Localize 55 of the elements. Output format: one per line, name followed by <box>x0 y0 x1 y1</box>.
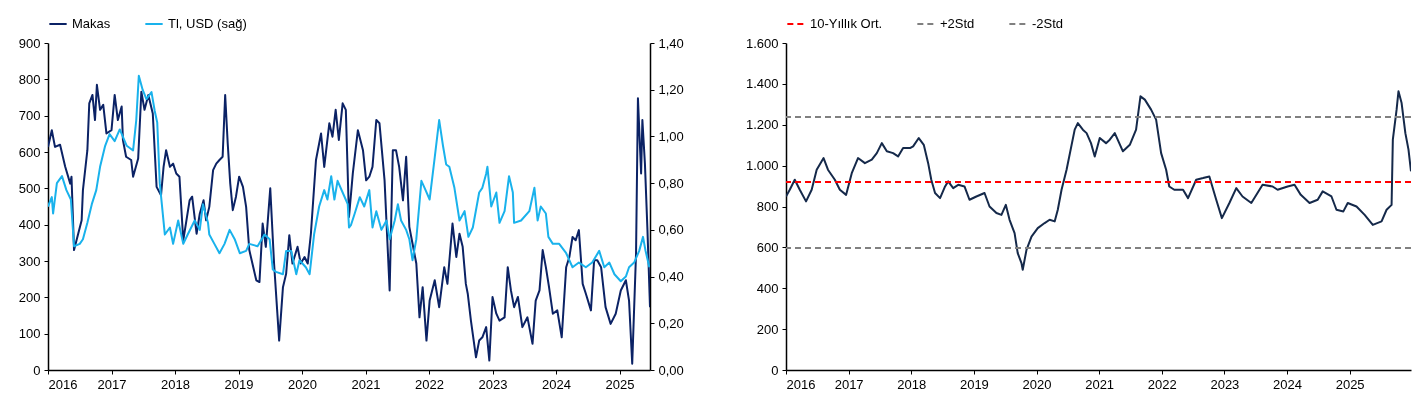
y2-tick-label: 0,40 <box>658 269 684 285</box>
y-tick-label: 700 <box>18 108 41 124</box>
legend-label: Makas <box>72 16 111 31</box>
x-tick-label: 2019 <box>959 376 989 392</box>
x-tick-label: 2025 <box>605 376 635 392</box>
x-tick-label: 2016 <box>786 376 816 392</box>
y-tick-label: 1.200 <box>745 117 779 133</box>
x-tick-label: 2024 <box>1273 376 1302 392</box>
x-tick-label: 2018 <box>897 376 927 392</box>
x-tick-label: 2025 <box>1335 376 1365 392</box>
y-tick-label: 200 <box>18 289 41 305</box>
y-tick-label: 900 <box>18 35 41 51</box>
y-tick-label: 400 <box>756 280 779 296</box>
y-tick-label: 0 <box>771 362 779 378</box>
y-tick-label: 800 <box>756 199 779 214</box>
y-tick-label: 1.400 <box>745 76 779 92</box>
legend-label: 10-Yıllık Ort. <box>810 16 883 31</box>
x-tick-label: 2021 <box>351 376 381 392</box>
x-tick-label: 2022 <box>1147 376 1177 392</box>
y-tick-label: 600 <box>18 144 41 160</box>
y2-tick-label: 1,20 <box>658 82 684 98</box>
legend-label: Tl, USD (sağ) <box>168 16 247 31</box>
y-tick-label: 300 <box>18 253 41 269</box>
y-tick-label: 1.000 <box>745 158 779 174</box>
x-tick-label: 2024 <box>542 376 571 392</box>
y-tick-label: 0 <box>33 362 41 378</box>
line-series <box>48 83 650 365</box>
y2-tick-label: 0,60 <box>658 222 684 238</box>
y-tick-label: 400 <box>18 217 41 233</box>
line-series <box>786 90 1411 271</box>
x-tick-label: 2016 <box>48 376 78 392</box>
x-tick-label: 2023 <box>1210 376 1240 392</box>
x-tick-label: 2023 <box>478 376 508 392</box>
x-tick-label: 2020 <box>288 376 317 392</box>
x-tick-label: 2021 <box>1085 376 1115 392</box>
y2-tick-label: 0,80 <box>658 175 684 191</box>
x-tick-label: 2017 <box>834 376 864 392</box>
x-tick-label: 2020 <box>1022 376 1052 392</box>
y2-tick-label: 0,00 <box>658 362 684 378</box>
x-tick-label: 2017 <box>97 376 127 392</box>
y2-tick-label: 1,00 <box>658 128 684 144</box>
y-tick-label: 600 <box>756 239 779 255</box>
y-tick-label: 1.600 <box>745 35 779 51</box>
y2-tick-label: 1,40 <box>658 35 684 51</box>
line-series <box>48 74 650 283</box>
x-tick-label: 2022 <box>415 376 444 392</box>
y-tick-label: 100 <box>18 326 41 342</box>
y2-tick-label: 0,20 <box>658 315 684 331</box>
y-tick-label: 800 <box>18 71 41 87</box>
legend-label: +2Std <box>940 16 975 31</box>
x-tick-label: 2019 <box>224 376 254 392</box>
x-tick-label: 2018 <box>161 376 190 392</box>
y-tick-label: 500 <box>18 180 41 196</box>
legend-label: -2Std <box>1032 16 1064 31</box>
y-tick-label: 200 <box>756 321 779 337</box>
